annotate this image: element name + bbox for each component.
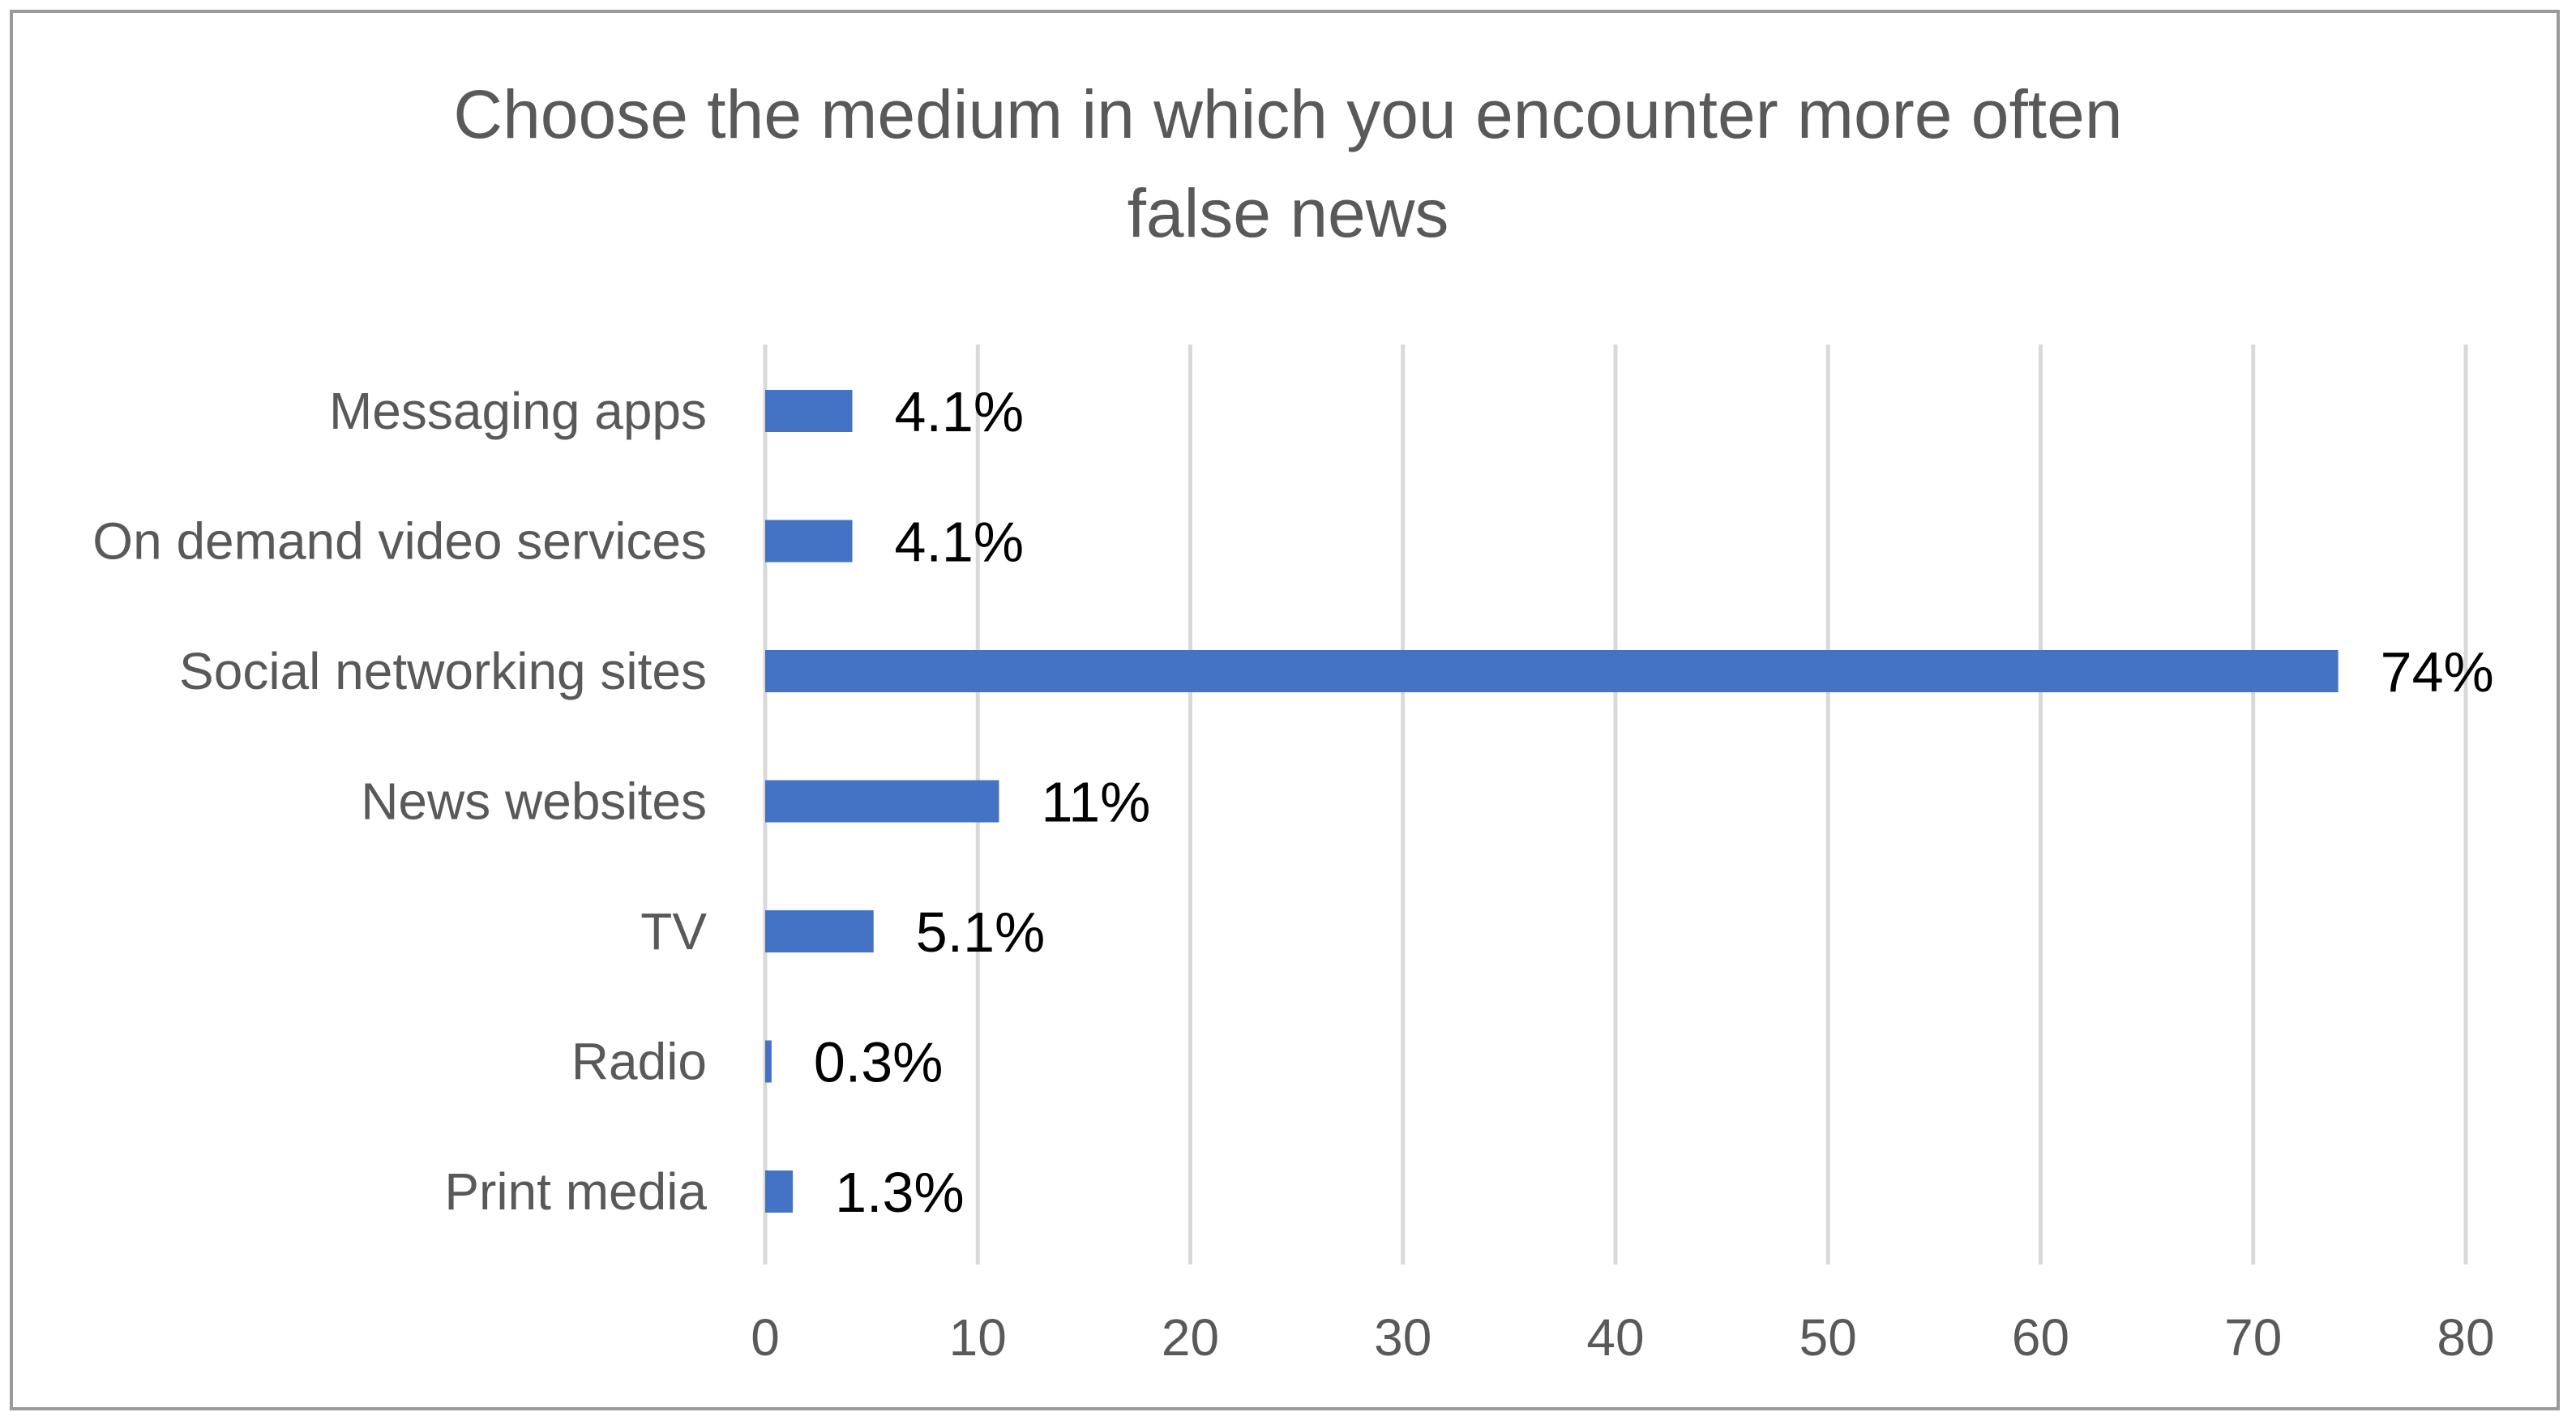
- x-tick-label: 70: [2224, 1308, 2282, 1367]
- x-tick-label: 30: [1374, 1308, 1431, 1367]
- data-label: 74%: [2381, 640, 2494, 704]
- category-label: TV: [640, 902, 707, 961]
- x-tick-label: 10: [949, 1308, 1007, 1367]
- chart-title-line-1: Choose the medium in which you encounter…: [453, 76, 2122, 152]
- chart-title: Choose the medium in which you encounter…: [453, 76, 2122, 251]
- bar: [765, 520, 853, 563]
- data-label: 4.1%: [895, 511, 1025, 574]
- x-tick-label: 20: [1162, 1308, 1219, 1367]
- gridlines: [763, 344, 2468, 1265]
- x-tick-label: 0: [751, 1308, 780, 1367]
- data-labels: 4.1% 4.1% 74% 11% 5.1% 0.3% 1.3%: [814, 380, 2494, 1224]
- category-labels: Messaging apps On demand video services So…: [92, 382, 707, 1221]
- x-tick-label: 50: [1799, 1308, 1857, 1367]
- data-label: 11%: [1041, 771, 1150, 834]
- category-label: Messaging apps: [329, 382, 707, 440]
- bar: [765, 390, 853, 432]
- bar: [765, 780, 999, 823]
- bar: [765, 1170, 794, 1213]
- data-label: 5.1%: [916, 901, 1046, 964]
- category-label: Print media: [444, 1162, 707, 1221]
- x-tick-label: 80: [2437, 1308, 2494, 1367]
- data-label: 4.1%: [895, 380, 1025, 443]
- x-tick-label: 40: [1586, 1308, 1644, 1367]
- x-tick-label: 60: [2012, 1308, 2069, 1367]
- chart-frame: [10, 10, 2560, 1410]
- data-label: 1.3%: [835, 1161, 965, 1224]
- category-label: News websites: [361, 772, 707, 831]
- chart-title-line-2: false news: [1128, 175, 1449, 251]
- bar: [765, 1040, 772, 1083]
- x-axis-tick-labels: 0 10 20 30 40 50 60 70 80: [751, 1308, 2494, 1367]
- category-label: Social networking sites: [179, 642, 707, 700]
- category-label: On demand video services: [92, 512, 707, 571]
- bars: [765, 390, 2339, 1213]
- category-label: Radio: [571, 1033, 707, 1091]
- bar: [765, 910, 874, 952]
- data-label: 0.3%: [814, 1031, 944, 1094]
- bar: [765, 650, 2339, 692]
